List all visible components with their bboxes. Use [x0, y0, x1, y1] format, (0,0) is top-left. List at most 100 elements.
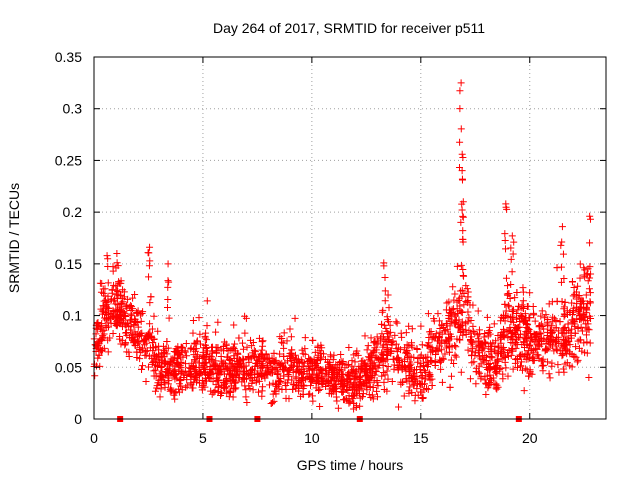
data-point — [394, 366, 402, 374]
data-point — [340, 396, 348, 404]
data-point — [457, 327, 465, 335]
data-point — [288, 346, 296, 354]
data-point — [493, 362, 501, 370]
data-point — [456, 307, 464, 315]
data-point — [291, 351, 299, 359]
data-point — [214, 363, 222, 371]
data-point — [254, 369, 262, 377]
data-point — [405, 387, 413, 395]
data-point — [157, 353, 165, 361]
data-point — [378, 372, 386, 380]
data-point — [508, 333, 516, 341]
data-point — [544, 358, 552, 366]
data-point — [430, 317, 438, 325]
data-point — [454, 321, 462, 329]
data-point — [442, 320, 450, 328]
data-point — [521, 365, 529, 373]
data-point — [570, 352, 578, 360]
data-point — [203, 322, 211, 330]
y-tick-label: 0.05 — [55, 359, 82, 375]
data-point — [331, 380, 339, 388]
data-point — [317, 341, 325, 349]
data-point — [109, 329, 117, 337]
data-point — [569, 292, 577, 300]
data-point — [572, 353, 580, 361]
data-point — [436, 342, 444, 350]
data-point — [572, 343, 580, 351]
data-point — [558, 238, 566, 246]
data-point — [239, 345, 247, 353]
data-point — [503, 328, 511, 336]
data-point — [287, 357, 295, 365]
data-point — [243, 343, 251, 351]
data-point — [539, 361, 547, 369]
data-point — [257, 350, 265, 358]
data-point — [424, 310, 432, 318]
data-point — [113, 320, 121, 328]
data-point — [515, 302, 523, 310]
data-point — [393, 319, 401, 327]
data-point — [317, 374, 325, 382]
data-point — [469, 322, 477, 330]
data-point — [384, 318, 392, 326]
data-point — [581, 266, 589, 274]
data-point — [267, 400, 275, 408]
data-point — [503, 349, 511, 357]
data-point — [280, 344, 288, 352]
data-point — [214, 344, 222, 352]
data-point — [513, 335, 521, 343]
data-point — [334, 404, 342, 412]
data-point — [453, 335, 461, 343]
data-point — [169, 355, 177, 363]
data-point — [586, 239, 594, 247]
data-point — [288, 376, 296, 384]
data-point — [145, 273, 153, 281]
data-point — [378, 320, 386, 328]
data-point — [438, 378, 446, 386]
data-point — [337, 351, 345, 359]
data-point — [231, 385, 239, 393]
data-point — [168, 371, 176, 379]
data-point — [123, 348, 131, 356]
data-point — [190, 345, 198, 353]
data-point — [419, 354, 427, 362]
data-point — [271, 387, 279, 395]
data-point — [276, 361, 284, 369]
data-point — [384, 375, 392, 383]
data-point — [173, 374, 181, 382]
data-point — [501, 300, 509, 308]
data-point — [379, 343, 387, 351]
data-point — [146, 344, 154, 352]
data-point — [172, 370, 180, 378]
data-point — [343, 370, 351, 378]
data-point — [177, 382, 185, 390]
data-point — [377, 334, 385, 342]
data-point — [392, 318, 400, 326]
data-point — [183, 352, 191, 360]
data-point — [385, 333, 393, 341]
data-point — [230, 379, 238, 387]
data-point — [234, 363, 242, 371]
data-point — [150, 351, 158, 359]
data-point — [556, 318, 564, 326]
data-point — [509, 365, 517, 373]
data-point — [277, 338, 285, 346]
data-point — [317, 349, 325, 357]
data-point — [560, 274, 568, 282]
data-point — [292, 368, 300, 376]
data-point — [307, 382, 315, 390]
data-point — [352, 350, 360, 358]
data-point — [243, 375, 251, 383]
data-point — [286, 325, 294, 333]
data-point — [381, 273, 389, 281]
data-point — [165, 314, 173, 322]
data-point — [242, 386, 250, 394]
data-point — [443, 299, 451, 307]
data-point — [547, 329, 555, 337]
data-point — [103, 252, 111, 260]
data-point — [519, 305, 527, 313]
data-point — [200, 368, 208, 376]
data-point — [464, 308, 472, 316]
data-point — [419, 395, 427, 403]
data-point — [458, 167, 466, 175]
